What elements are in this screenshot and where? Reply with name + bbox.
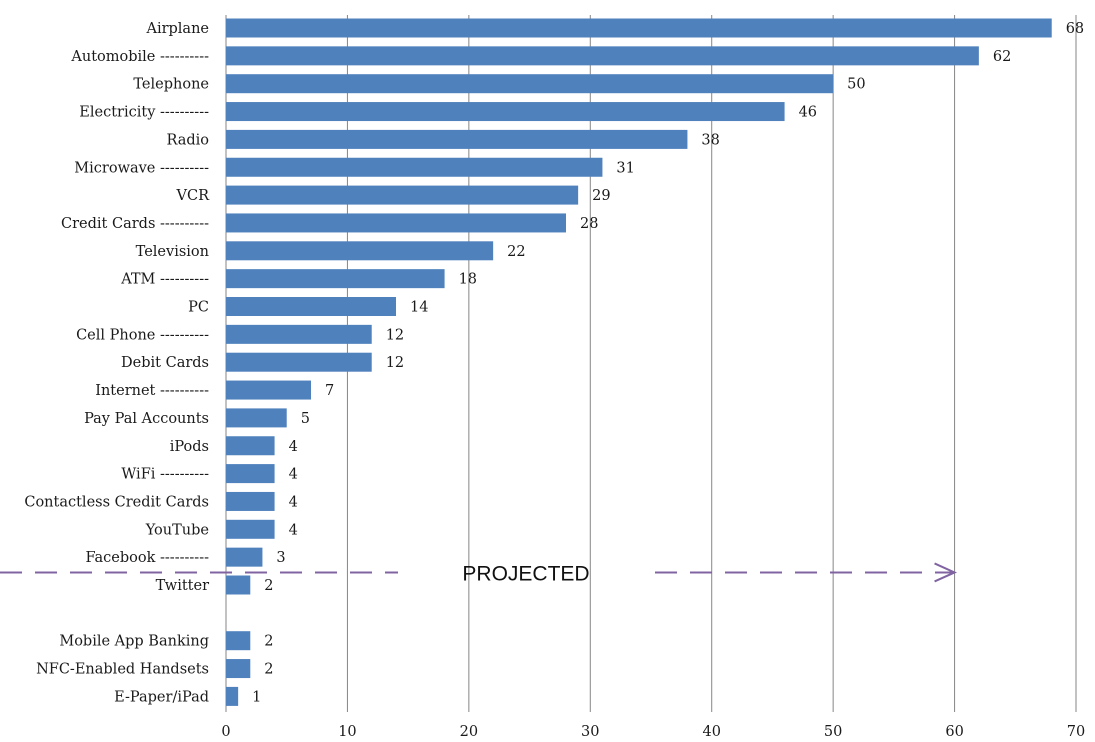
bar	[226, 18, 1052, 38]
value-label: 3	[276, 550, 285, 566]
bar	[226, 631, 251, 651]
category-label: Debit Cards	[121, 355, 209, 371]
category-label: Microwave ----------	[74, 160, 209, 176]
category-label: iPods	[170, 439, 209, 455]
value-label: 18	[459, 272, 477, 288]
bar	[226, 519, 275, 539]
x-tick-label: 30	[581, 724, 599, 740]
value-label: 2	[264, 634, 273, 650]
bar	[226, 380, 311, 400]
bar	[226, 102, 785, 122]
category-label: Electricity ----------	[79, 105, 209, 121]
bar	[226, 352, 372, 372]
category-label: Mobile App Banking	[59, 634, 209, 650]
value-label: 38	[701, 132, 719, 148]
value-label: 29	[592, 188, 610, 204]
value-label: 4	[289, 494, 298, 510]
bar	[226, 547, 263, 567]
bar	[226, 241, 494, 261]
category-label: Cell Phone ----------	[76, 327, 209, 343]
value-label: 22	[507, 244, 525, 260]
category-label: VCR	[176, 188, 211, 204]
value-label: 12	[386, 327, 404, 343]
bar	[226, 213, 566, 233]
bar	[226, 659, 251, 679]
category-labels: Airplane Automobile ---------- Telephone El…	[24, 21, 210, 705]
category-label: E-Paper/iPad	[114, 689, 209, 705]
category-label: Credit Cards ----------	[61, 216, 209, 232]
bar	[226, 575, 251, 595]
value-label: 7	[325, 383, 334, 399]
bar	[226, 324, 372, 344]
x-tick-labels: 0 10 20 30 40 50 60 70	[221, 724, 1085, 740]
bar	[226, 297, 396, 316]
bar	[226, 686, 239, 706]
value-label: 28	[580, 216, 598, 232]
bar	[226, 269, 445, 289]
value-label: 12	[386, 355, 404, 371]
category-label: Airplane	[145, 21, 209, 37]
value-label: 68	[1066, 21, 1084, 37]
category-label: YouTube	[145, 522, 209, 538]
projected-arrow-head	[934, 562, 958, 583]
category-label: Radio	[166, 132, 209, 148]
category-label: Contactless Credit Cards	[24, 494, 209, 510]
x-tick-label: 0	[221, 724, 230, 740]
category-label: Automobile ----------	[70, 49, 209, 65]
value-label: 4	[289, 522, 298, 538]
category-label: ATM ----------	[120, 272, 209, 288]
projected-label: PROJECTED	[462, 562, 589, 585]
bar	[226, 157, 603, 177]
bar	[226, 408, 287, 428]
value-label: 2	[264, 662, 273, 678]
category-label: PC	[188, 300, 209, 316]
category-label: Pay Pal Accounts	[84, 411, 209, 427]
value-label: 46	[799, 105, 817, 121]
value-label: 1	[252, 689, 261, 705]
category-label: Twitter	[156, 578, 209, 594]
x-tick-label: 50	[824, 724, 842, 740]
bar	[226, 436, 275, 456]
category-label: Facebook ----------	[85, 550, 209, 566]
value-label: 31	[616, 160, 634, 176]
bar	[226, 491, 275, 511]
value-label: 2	[264, 578, 273, 594]
x-tick-label: 40	[702, 724, 720, 740]
value-label: 14	[410, 300, 428, 316]
value-label: 4	[289, 467, 298, 483]
projected-annotation: PROJECTED	[0, 562, 958, 585]
bar	[226, 129, 688, 149]
category-label: Television	[136, 244, 209, 260]
category-label: WiFi ----------	[121, 467, 209, 483]
value-label: 4	[289, 439, 298, 455]
x-tick-label: 10	[338, 724, 356, 740]
bars	[226, 18, 1052, 706]
category-label: Telephone	[133, 77, 209, 93]
bar	[226, 46, 979, 66]
x-tick-label: 70	[1067, 724, 1085, 740]
value-label: 5	[301, 411, 310, 427]
category-label: NFC-Enabled Handsets	[36, 662, 209, 678]
bar	[226, 464, 275, 484]
bar	[226, 74, 834, 94]
value-label: 62	[993, 49, 1011, 65]
value-label: 50	[847, 77, 865, 93]
x-tick-label: 60	[945, 724, 963, 740]
bar	[226, 185, 579, 205]
x-tick-label: 20	[460, 724, 478, 740]
category-label: Internet ----------	[95, 383, 209, 399]
